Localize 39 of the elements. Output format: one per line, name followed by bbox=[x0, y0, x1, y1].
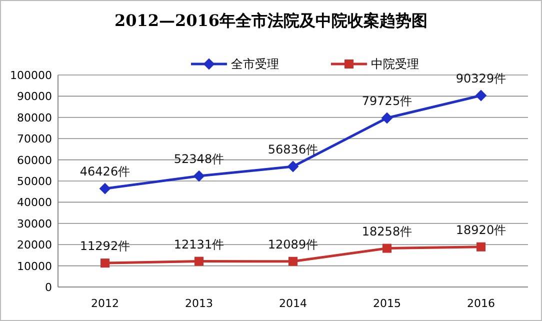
y-tick-label: 20000 bbox=[17, 238, 52, 252]
y-tick-label: 10000 bbox=[17, 260, 52, 273]
x-tick-label: 2014 bbox=[279, 297, 307, 310]
point bbox=[100, 183, 110, 194]
data-label: 52348件 bbox=[174, 152, 224, 166]
x-tick-label: 2015 bbox=[373, 297, 401, 310]
y-tick-label: 50000 bbox=[17, 175, 52, 188]
y-tick-label: 0 bbox=[45, 281, 52, 294]
y-tick-label: 80000 bbox=[17, 111, 52, 124]
data-label: 18258件 bbox=[362, 224, 412, 238]
x-tick-label: 2016 bbox=[467, 297, 495, 310]
point bbox=[288, 161, 298, 172]
data-label: 90329件 bbox=[456, 72, 506, 86]
x-tick-label: 2012 bbox=[91, 297, 119, 310]
data-label: 46426件 bbox=[80, 164, 130, 179]
y-tick-label: 40000 bbox=[17, 196, 52, 210]
point bbox=[382, 244, 392, 253]
point bbox=[194, 256, 204, 266]
data-label: 56836件 bbox=[268, 142, 318, 157]
data-label: 12131件 bbox=[174, 237, 224, 252]
point bbox=[382, 112, 392, 124]
point bbox=[476, 242, 486, 252]
point bbox=[288, 256, 298, 266]
point bbox=[476, 90, 486, 102]
y-tick-label: 90000 bbox=[17, 90, 52, 104]
chart-title: 2012—2016年全市法院及中院收案趋势图 bbox=[114, 11, 428, 30]
data-label: 11292件 bbox=[80, 239, 130, 254]
y-tick-label: 70000 bbox=[17, 132, 52, 146]
y-tick-label: 60000 bbox=[17, 154, 52, 167]
data-label: 12089件 bbox=[268, 237, 318, 252]
legend-label: 中院受理 bbox=[371, 57, 419, 71]
point bbox=[194, 170, 204, 182]
y-tick-label: 100000 bbox=[10, 69, 52, 82]
data-label: 18920件 bbox=[456, 222, 506, 237]
data-label: 79725件 bbox=[362, 94, 412, 108]
y-tick-label: 30000 bbox=[17, 217, 52, 230]
x-tick-label: 2013 bbox=[185, 297, 213, 310]
point bbox=[100, 258, 110, 268]
legend-label: 全市受理 bbox=[231, 57, 279, 71]
